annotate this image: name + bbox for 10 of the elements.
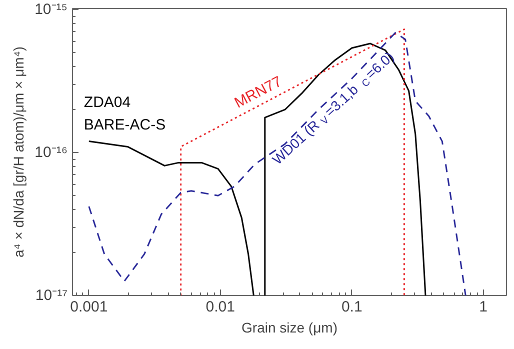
y-axis-title: a⁴ × dN/da [gr/H atom)/μm × μm⁴): [10, 46, 27, 258]
y-tick-label: 10⁻¹⁵: [34, 1, 68, 18]
x-tick-label: 0.1: [341, 298, 362, 316]
x-tick-label: 0.001: [70, 298, 108, 316]
y-tick-label: 10⁻¹⁷: [35, 287, 68, 304]
x-axis-title: Grain size (μm): [242, 320, 338, 336]
x-tick-label: 0.01: [206, 298, 236, 316]
y-tick-label: 10⁻¹⁶: [34, 144, 68, 162]
x-tick-label: 1: [479, 298, 488, 316]
series-label: ZDA04 BARE-AC-S: [84, 94, 166, 134]
